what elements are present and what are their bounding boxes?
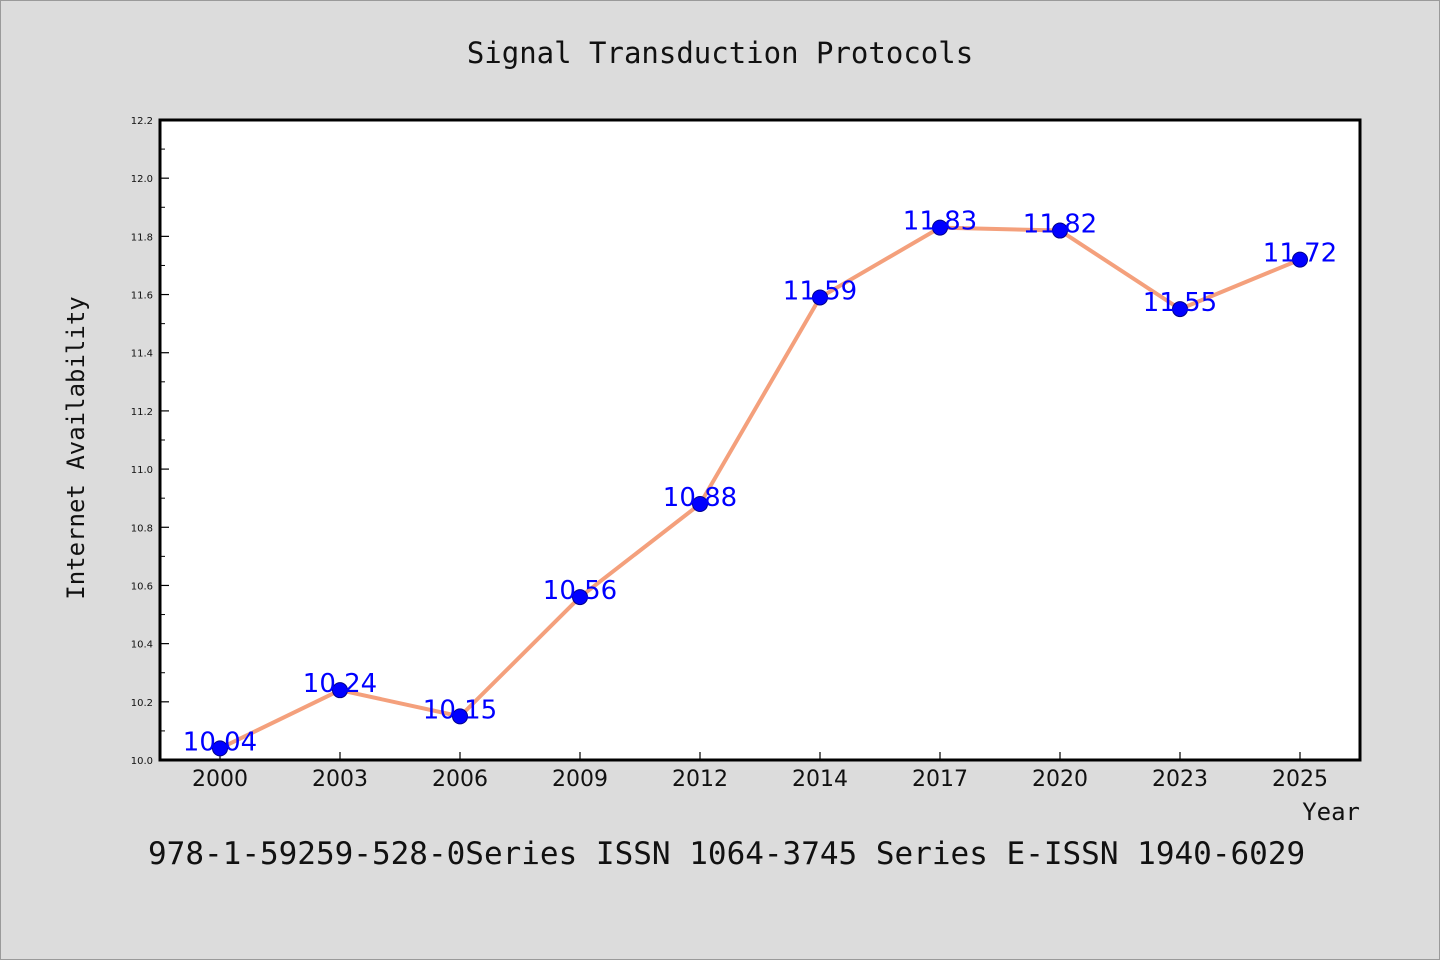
y-tick-label: 12.0 <box>131 174 153 185</box>
x-tick-label: 2003 <box>312 767 368 792</box>
y-axis-label: Internet Availability <box>62 296 90 599</box>
x-axis-ticks: 2000 2003 2006 2009 2012 2014 2017 2020 2023 2025 <box>192 752 1328 792</box>
data-label: 10.24 <box>303 669 377 699</box>
data-label: 10.15 <box>423 695 497 725</box>
y-tick-label: 11.8 <box>131 232 153 243</box>
y-tick-label: 11.2 <box>131 407 153 418</box>
data-point <box>692 496 708 512</box>
data-point <box>1052 222 1068 239</box>
x-tick-label: 2025 <box>1272 767 1328 792</box>
x-tick-label: 2009 <box>552 767 608 792</box>
data-point <box>572 589 588 606</box>
y-tick-label: 10.4 <box>131 640 153 651</box>
y-tick-label: 11.4 <box>131 349 153 360</box>
x-tick-label: 2006 <box>432 767 488 792</box>
data-label: 11.72 <box>1263 239 1337 269</box>
x-tick-label: 2000 <box>192 767 248 792</box>
y-tick-label: 10.8 <box>131 523 153 534</box>
x-tick-label: 2020 <box>1032 767 1088 792</box>
y-tick-label: 10.6 <box>131 581 153 592</box>
y-axis-ticks: 10.0 10.2 10.4 10.6 10.8 11.0 11.2 11.4 11.6 11.8… <box>131 116 169 767</box>
chart-title: Signal Transduction Protocols <box>467 36 973 70</box>
x-tick-label: 2023 <box>1152 767 1208 792</box>
data-label: 11.55 <box>1143 288 1217 318</box>
data-point <box>812 289 828 306</box>
x-tick-label: 2017 <box>912 767 968 792</box>
y-tick-label: 10.2 <box>131 698 153 709</box>
data-point <box>932 219 948 236</box>
y-tick-label: 11.0 <box>131 465 153 476</box>
data-label: 11.59 <box>783 276 857 306</box>
data-label: 10.88 <box>663 483 737 513</box>
data-point <box>1172 301 1188 318</box>
data-point <box>212 740 228 757</box>
x-tick-label: 2012 <box>672 767 728 792</box>
data-label: 10.04 <box>183 727 257 757</box>
y-tick-label: 10.0 <box>131 756 153 767</box>
data-point <box>1292 251 1308 268</box>
data-label: 11.82 <box>1023 210 1097 240</box>
series-line <box>219 225 1301 751</box>
data-labels: 10.04 10.24 10.15 10.56 10.88 11.59 11.83 11.82… <box>183 207 1337 758</box>
data-label: 11.83 <box>903 207 977 237</box>
data-point <box>452 708 468 725</box>
x-axis-label: Year <box>1302 798 1360 826</box>
data-point <box>332 682 348 699</box>
x-tick-label: 2014 <box>792 767 848 792</box>
plot-area <box>158 118 1362 762</box>
y-tick-label: 11.6 <box>131 291 153 302</box>
data-label: 10.56 <box>543 576 617 606</box>
footer-text: 978-1-59259-528-0Series ISSN 1064-3745 S… <box>148 836 1305 872</box>
y-tick-label: 12.2 <box>131 116 153 127</box>
series-markers <box>212 219 1308 757</box>
